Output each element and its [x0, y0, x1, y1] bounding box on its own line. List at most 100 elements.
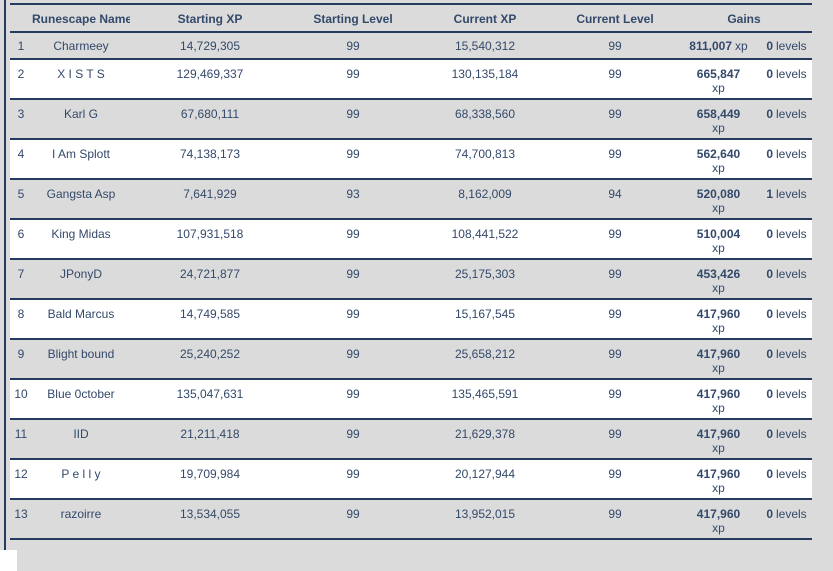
starting-xp-cell: 67,680,111 [180, 107, 240, 121]
starting-level-cell: 99 [346, 467, 360, 481]
table-row: 1 Charmeey 14,729,305 99 15,540,312 99 8… [10, 33, 812, 60]
current-level-cell: 94 [608, 187, 622, 201]
gains-levels-cell: 1 levels [761, 180, 812, 218]
gains-xp-unit: xp [735, 39, 748, 53]
table-row: 12 P e l l y 19,709,984 99 20,127,944 99… [10, 460, 812, 500]
table-left-border [4, 0, 6, 550]
current-level-cell: 99 [608, 507, 622, 521]
gains-levels-cell: 0 levels [761, 380, 812, 418]
current-xp-cell: 135,465,591 [451, 387, 519, 401]
table-row: 3 Karl G 67,680,111 99 68,338,560 99 658… [10, 100, 812, 140]
name-cell: Gangsta Asp [46, 187, 116, 201]
gains-xp-value: 417,960 [696, 467, 741, 481]
gains-levels-cell: 0 levels [761, 500, 812, 538]
rank-cell: 3 [17, 107, 25, 121]
gains-xp-value: 417,960 [696, 387, 741, 401]
header-current-level: Current Level [576, 12, 654, 26]
current-level-cell: 99 [608, 227, 622, 241]
rank-cell: 7 [17, 267, 25, 281]
gains-levels-cell: 0 levels [761, 60, 812, 98]
gains-levels-value: 0 [766, 39, 773, 53]
gains-levels-unit: levels [776, 307, 807, 321]
rank-cell: 13 [14, 507, 28, 521]
gains-levels-unit: levels [776, 347, 807, 361]
gains-levels-value: 1 [766, 187, 773, 201]
gains-xp-value: 417,960 [696, 347, 741, 361]
starting-xp-cell: 7,641,929 [183, 187, 237, 201]
current-level-cell: 99 [608, 267, 622, 281]
starting-xp-cell: 74,138,173 [179, 147, 241, 161]
gains-xp-unit: xp [712, 161, 725, 175]
gains-levels-unit: levels [776, 67, 807, 81]
header-runescape-name: Runescape Name [32, 12, 130, 26]
gains-levels-cell: 0 levels [761, 220, 812, 258]
gains-xp-value: 453,426 [696, 267, 741, 281]
gains-levels-value: 0 [766, 427, 773, 441]
table-header-row: Runescape Name Starting XP Starting Leve… [10, 5, 812, 33]
starting-xp-cell: 21,211,418 [180, 427, 240, 441]
rank-cell: 10 [14, 387, 28, 401]
gains-xp-cell: 417,960 xp [676, 380, 761, 418]
starting-level-cell: 99 [346, 39, 360, 53]
current-xp-cell: 15,540,312 [454, 39, 516, 53]
rank-cell: 11 [14, 427, 28, 441]
gains-levels-unit: levels [776, 39, 807, 53]
current-xp-cell: 130,135,184 [451, 67, 519, 81]
gains-levels-value: 0 [766, 507, 773, 521]
current-xp-cell: 15,167,545 [454, 307, 516, 321]
current-level-cell: 99 [608, 147, 622, 161]
current-xp-cell: 25,658,212 [454, 347, 516, 361]
current-xp-cell: 8,162,009 [458, 187, 512, 201]
rank-cell: 12 [14, 467, 28, 481]
gains-xp-unit: xp [712, 401, 725, 415]
name-cell: I Am Splott [51, 147, 111, 161]
starting-xp-cell: 24,721,877 [179, 267, 241, 281]
gains-xp-value: 510,004 [696, 227, 741, 241]
gains-levels-value: 0 [766, 347, 773, 361]
gains-xp-value: 658,449 [696, 107, 741, 121]
gains-levels-unit: levels [776, 187, 807, 201]
rank-cell: 9 [17, 347, 25, 361]
rank-cell: 1 [17, 39, 25, 53]
gains-xp-cell: 417,960 xp [676, 420, 761, 458]
name-cell: King Midas [51, 227, 111, 241]
gains-levels-cell: 0 levels [761, 140, 812, 178]
gains-levels-value: 0 [766, 107, 773, 121]
gains-levels-cell: 0 levels [761, 300, 812, 338]
starting-xp-cell: 107,931,518 [176, 227, 244, 241]
table-row: 11 IID 21,211,418 99 21,629,378 99 417,9… [10, 420, 812, 460]
gains-levels-cell: 0 levels [761, 100, 812, 138]
table-row: 10 Blue 0ctober 135,047,631 99 135,465,5… [10, 380, 812, 420]
current-level-cell: 99 [608, 347, 622, 361]
gains-xp-cell: 417,960 xp [676, 460, 761, 498]
starting-xp-cell: 14,749,585 [179, 307, 241, 321]
gains-xp-unit: xp [712, 281, 725, 295]
starting-level-cell: 99 [346, 387, 360, 401]
rank-cell: 6 [17, 227, 25, 241]
table-row: 2 X I S T S 129,469,337 99 130,135,184 9… [10, 60, 812, 100]
table-row: 7 JPonyD 24,721,877 99 25,175,303 99 453… [10, 260, 812, 300]
name-cell: P e l l y [61, 467, 101, 481]
gains-xp-cell: 417,960 xp [676, 500, 761, 538]
header-current-xp: Current XP [453, 12, 517, 26]
starting-level-cell: 99 [346, 427, 360, 441]
gains-levels-value: 0 [766, 307, 773, 321]
gains-xp-cell: 811,007 xp [676, 33, 761, 58]
table-row: 8 Bald Marcus 14,749,585 99 15,167,545 9… [10, 300, 812, 340]
rank-cell: 2 [17, 67, 25, 81]
name-cell: X I S T S [57, 67, 105, 81]
gains-levels-cell: 0 levels [761, 340, 812, 378]
gains-levels-unit: levels [776, 227, 807, 241]
gains-levels-value: 0 [766, 267, 773, 281]
current-xp-cell: 108,441,522 [451, 227, 519, 241]
gains-levels-value: 0 [766, 147, 773, 161]
current-level-cell: 99 [608, 467, 622, 481]
gains-xp-unit: xp [712, 481, 725, 495]
header-rank [10, 5, 32, 31]
table-row: 5 Gangsta Asp 7,641,929 93 8,162,009 94 … [10, 180, 812, 220]
current-level-cell: 99 [608, 39, 622, 53]
name-cell: IID [73, 427, 89, 441]
table-body: 1 Charmeey 14,729,305 99 15,540,312 99 8… [10, 33, 812, 540]
table-row: 9 Blight bound 25,240,252 99 25,658,212 … [10, 340, 812, 380]
gains-xp-value: 417,960 [696, 307, 741, 321]
